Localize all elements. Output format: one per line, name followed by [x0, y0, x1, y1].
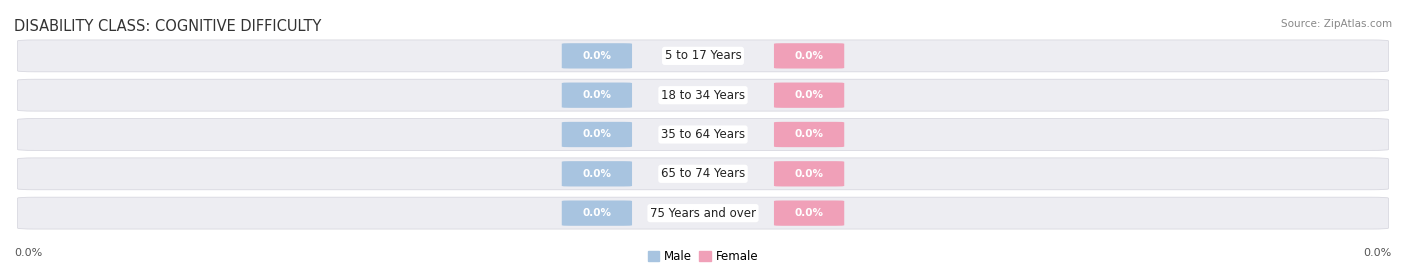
Text: 0.0%: 0.0% [582, 90, 612, 100]
FancyBboxPatch shape [773, 83, 844, 108]
Legend: Male, Female: Male, Female [643, 245, 763, 268]
Text: 75 Years and over: 75 Years and over [650, 207, 756, 220]
Text: DISABILITY CLASS: COGNITIVE DIFFICULTY: DISABILITY CLASS: COGNITIVE DIFFICULTY [14, 19, 322, 34]
Text: 0.0%: 0.0% [794, 129, 824, 140]
FancyBboxPatch shape [562, 83, 633, 108]
Text: 0.0%: 0.0% [582, 129, 612, 140]
Text: 35 to 64 Years: 35 to 64 Years [661, 128, 745, 141]
Text: 65 to 74 Years: 65 to 74 Years [661, 167, 745, 180]
FancyBboxPatch shape [773, 43, 844, 69]
Text: 0.0%: 0.0% [794, 51, 824, 61]
Text: Source: ZipAtlas.com: Source: ZipAtlas.com [1281, 19, 1392, 29]
Text: 0.0%: 0.0% [582, 51, 612, 61]
FancyBboxPatch shape [562, 200, 633, 226]
Text: 18 to 34 Years: 18 to 34 Years [661, 89, 745, 102]
Text: 0.0%: 0.0% [582, 208, 612, 218]
FancyBboxPatch shape [773, 122, 844, 147]
FancyBboxPatch shape [562, 161, 633, 186]
FancyBboxPatch shape [562, 122, 633, 147]
FancyBboxPatch shape [773, 200, 844, 226]
Text: 0.0%: 0.0% [794, 208, 824, 218]
FancyBboxPatch shape [17, 79, 1389, 111]
Text: 5 to 17 Years: 5 to 17 Years [665, 49, 741, 62]
FancyBboxPatch shape [17, 119, 1389, 150]
Text: 0.0%: 0.0% [14, 248, 42, 258]
FancyBboxPatch shape [17, 197, 1389, 229]
FancyBboxPatch shape [773, 161, 844, 186]
FancyBboxPatch shape [562, 43, 633, 69]
Text: 0.0%: 0.0% [794, 90, 824, 100]
Text: 0.0%: 0.0% [1364, 248, 1392, 258]
FancyBboxPatch shape [17, 158, 1389, 190]
Text: 0.0%: 0.0% [582, 169, 612, 179]
FancyBboxPatch shape [17, 40, 1389, 72]
Text: 0.0%: 0.0% [794, 169, 824, 179]
